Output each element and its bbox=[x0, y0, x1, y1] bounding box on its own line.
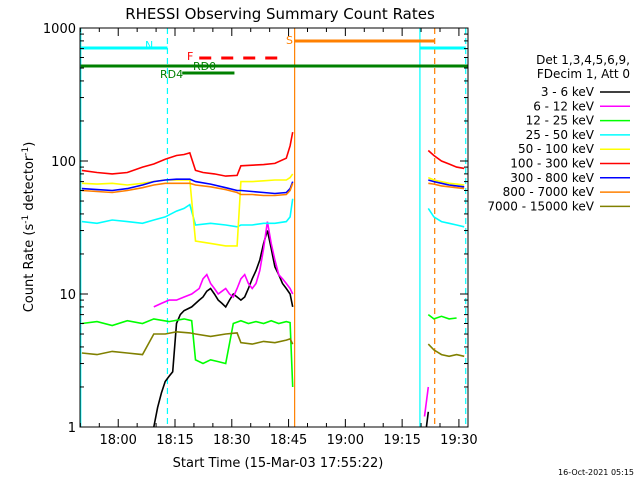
status-bars bbox=[80, 39, 468, 75]
series-lines bbox=[81, 131, 465, 428]
x-tick-labels: 18:00 18:15 18:30 18:45 19:00 19:15 19:30 bbox=[99, 433, 477, 448]
generation-timestamp: 16-Oct-2021 05:15 bbox=[558, 468, 634, 477]
x-axis-label: Start Time (15-Mar-03 17:55:22) bbox=[173, 456, 384, 471]
series-line bbox=[423, 386, 430, 417]
series-line bbox=[428, 179, 465, 188]
series-line bbox=[153, 221, 294, 308]
series-line bbox=[425, 411, 430, 428]
legend: Det 1,3,4,5,6,9, FDecim 1, Att 0 3 - 6 k… bbox=[487, 53, 630, 213]
chart-title: RHESSI Observing Summary Count Rates bbox=[125, 5, 435, 23]
y-tick-labels: 1 10 100 1000 bbox=[43, 22, 76, 436]
x-tick-label: 19:00 bbox=[327, 433, 364, 448]
legend-label: 6 - 12 keV bbox=[533, 99, 595, 113]
series-line bbox=[81, 131, 294, 177]
series-line bbox=[427, 207, 465, 228]
series-line bbox=[153, 230, 294, 428]
series-line bbox=[427, 176, 465, 186]
legend-label: 7000 - 15000 keV bbox=[487, 199, 594, 213]
y-tick-label: 100 bbox=[51, 155, 76, 170]
series-line bbox=[81, 182, 294, 197]
x-tick-label: 18:45 bbox=[270, 433, 307, 448]
axis-ticks bbox=[79, 27, 468, 428]
y-tick-label: 1 bbox=[68, 421, 76, 436]
saa-label: S bbox=[286, 34, 293, 47]
legend-header-line-2: FDecim 1, Att 0 bbox=[537, 67, 630, 81]
series-line bbox=[427, 313, 457, 320]
x-tick-label: 18:00 bbox=[99, 433, 136, 448]
x-tick-label: 18:30 bbox=[213, 433, 250, 448]
flare-label: F bbox=[187, 50, 193, 63]
night-label: N bbox=[145, 39, 153, 52]
y-tick-label: 1000 bbox=[43, 22, 76, 37]
plot-frame bbox=[79, 27, 469, 428]
legend-label: 12 - 25 keV bbox=[526, 114, 595, 128]
series-line bbox=[81, 178, 294, 195]
interval-markers bbox=[80, 28, 467, 427]
x-tick-label: 19:30 bbox=[440, 433, 477, 448]
rd0-label: RD0 bbox=[193, 60, 216, 73]
x-tick-label: 18:15 bbox=[156, 433, 193, 448]
y-tick-label: 10 bbox=[59, 288, 76, 303]
x-tick-label: 19:15 bbox=[383, 433, 420, 448]
y-axis-label: Count Rate (s-1 detector-1) bbox=[21, 142, 37, 313]
legend-label: 3 - 6 keV bbox=[541, 85, 595, 99]
series-line bbox=[81, 173, 294, 247]
interval-annotations: N S F RD0 RD4 bbox=[145, 34, 293, 81]
series-line bbox=[81, 198, 294, 228]
legend-label: 800 - 7000 keV bbox=[503, 185, 595, 199]
series-line bbox=[81, 318, 294, 388]
legend-header-line-1: Det 1,3,4,5,6,9, bbox=[536, 53, 630, 67]
legend-label: 50 - 100 keV bbox=[518, 142, 595, 156]
legend-label: 100 - 300 keV bbox=[510, 157, 594, 171]
series-line bbox=[81, 330, 294, 356]
series-line bbox=[427, 149, 465, 170]
legend-label: 300 - 800 keV bbox=[510, 171, 594, 185]
series-line bbox=[428, 182, 465, 190]
series-line bbox=[427, 343, 465, 358]
plot-area bbox=[79, 27, 469, 428]
rd4-label: RD4 bbox=[160, 68, 183, 81]
legend-label: 25 - 50 keV bbox=[526, 128, 595, 142]
